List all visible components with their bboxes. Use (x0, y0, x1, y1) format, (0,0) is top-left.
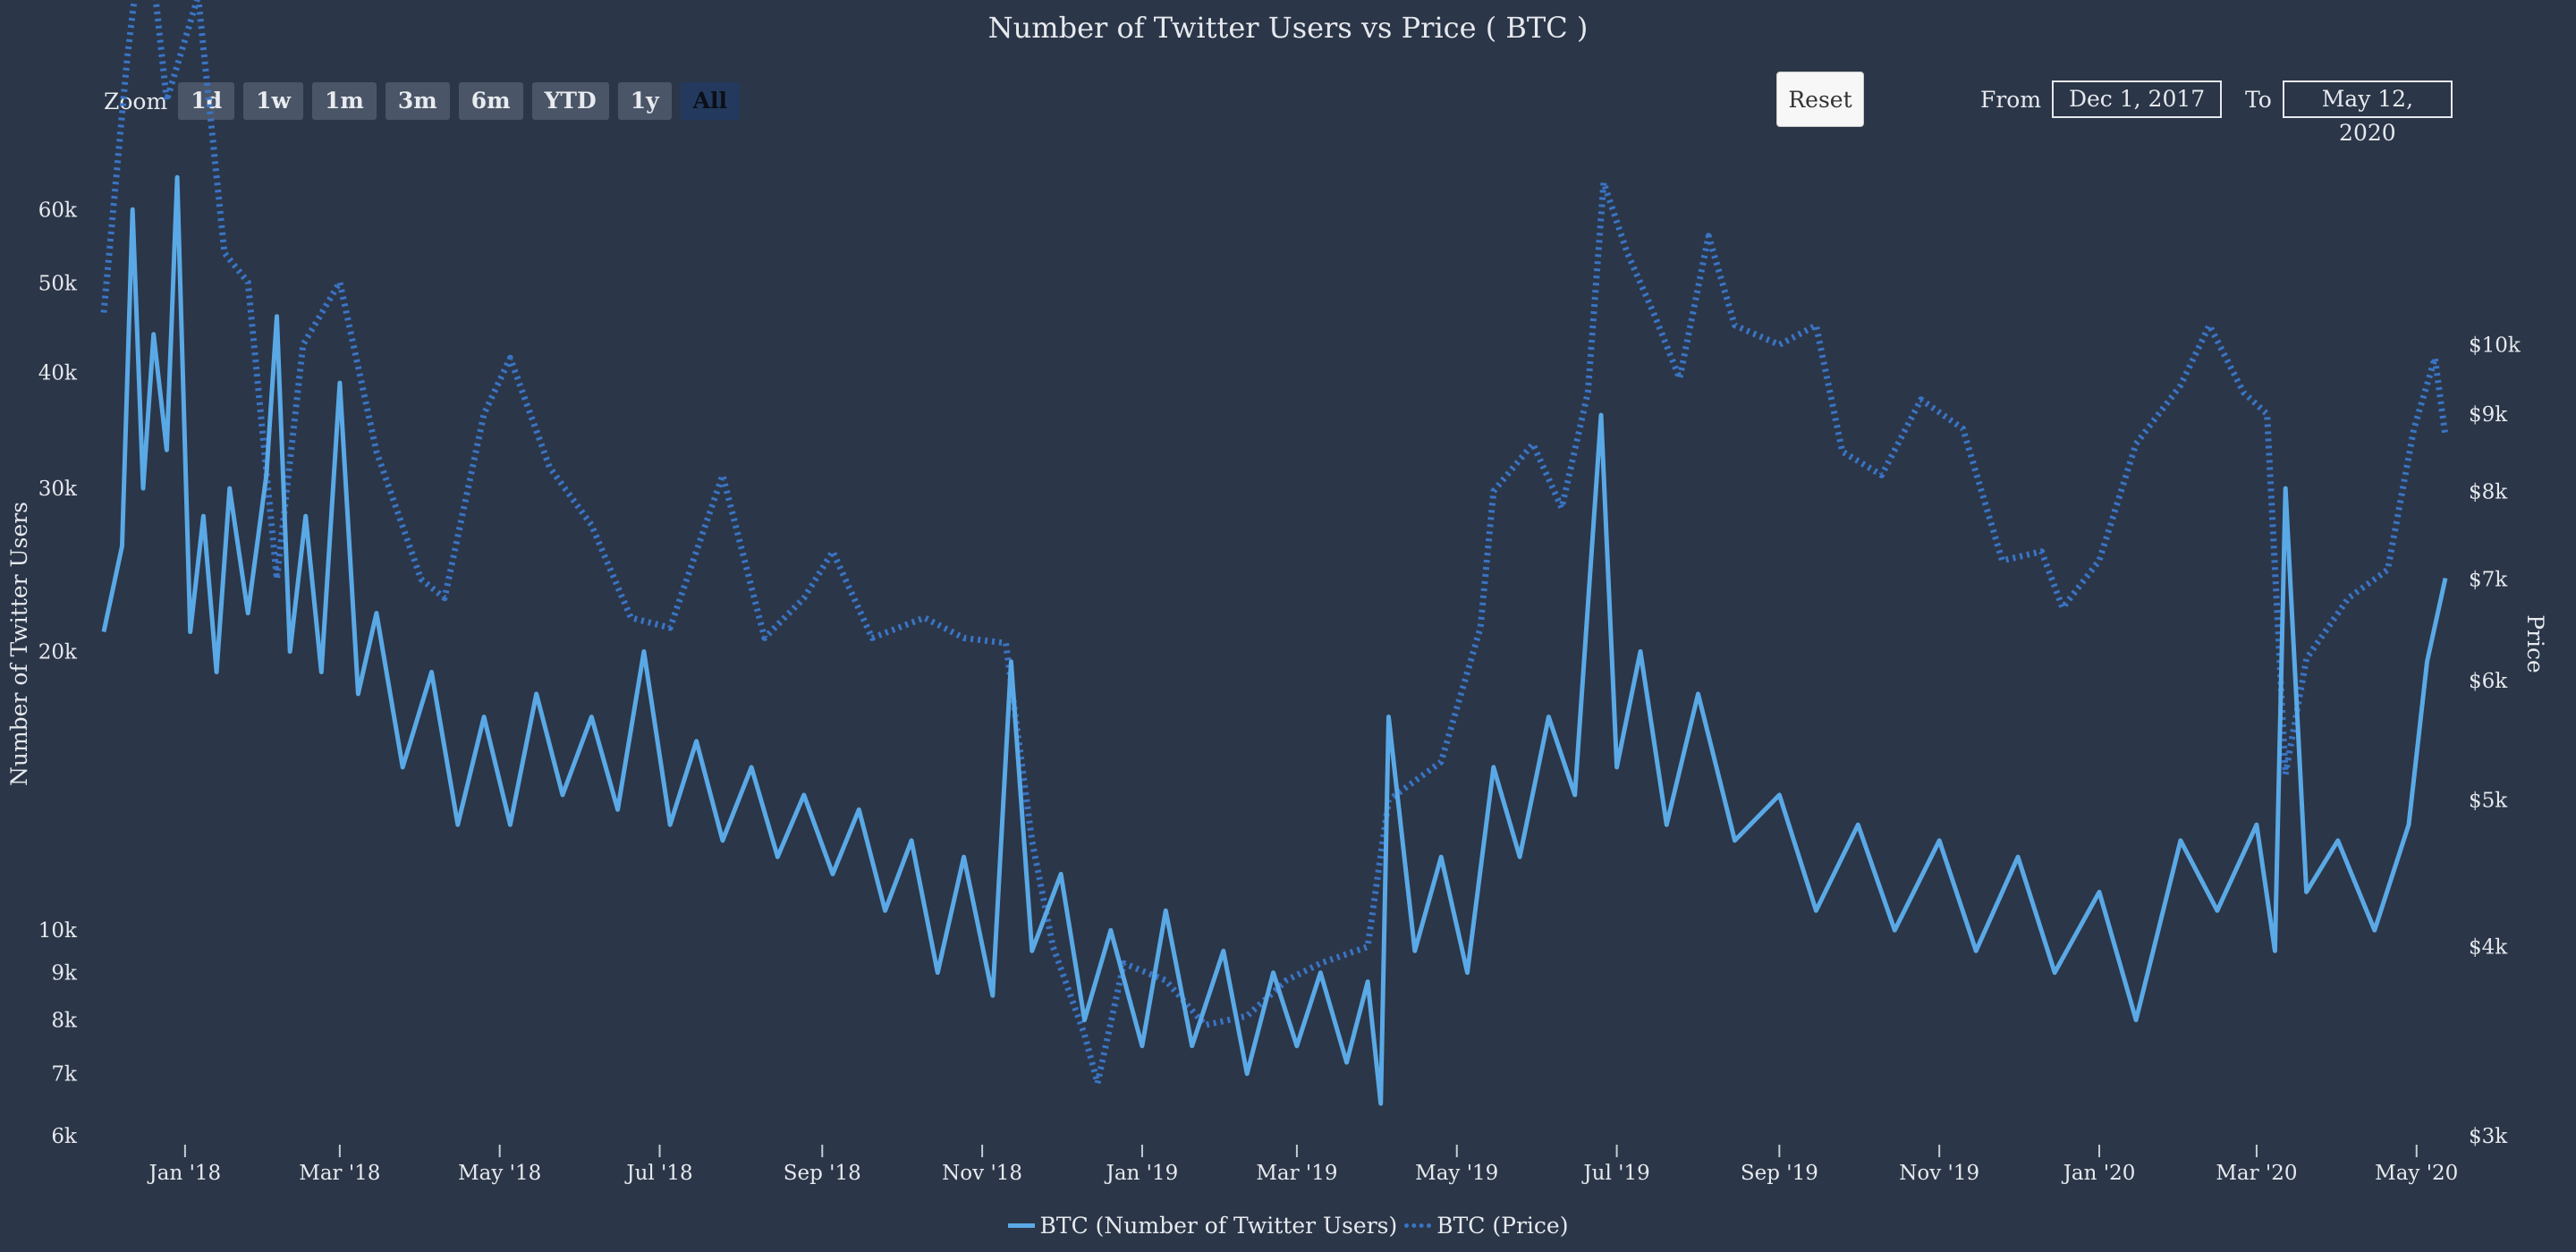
legend-label-price: BTC (Price) (1436, 1213, 1569, 1239)
zoom-bar: Zoom 1d 1w 1m 3m 6m YTD 1y All (104, 82, 741, 120)
to-date-input[interactable]: May 12, 2020 (2282, 80, 2453, 146)
x-tick-label: Nov '18 (942, 1162, 1022, 1185)
zoom-1y-button[interactable]: 1y (617, 82, 672, 120)
y-right-tick-label: $6k (2469, 670, 2508, 693)
date-range-selector: From Dec 1, 2017 To May 12, 2020 (1980, 80, 2453, 146)
x-tick-label: May '18 (458, 1162, 541, 1185)
zoom-ytd-button[interactable]: YTD (531, 82, 609, 120)
x-tick-label: Jan '18 (148, 1162, 222, 1185)
y-left-tick-label: 50k (38, 272, 78, 295)
x-tick-label: Mar '20 (2216, 1162, 2297, 1185)
reset-zoom-button[interactable]: Reset (1776, 72, 1864, 127)
y-left-tick-label: 9k (51, 962, 78, 986)
y-left-tick-label: 7k (51, 1063, 78, 1087)
y-right-axis-title: Price (2522, 614, 2548, 673)
y-right-tick-label: $8k (2469, 480, 2508, 503)
x-tick-label: Jan '19 (1105, 1162, 1179, 1185)
twitter-users-series-line[interactable] (101, 174, 2448, 1106)
y-right-tick-label: $7k (2469, 569, 2508, 592)
y-right-tick-label: $10k (2469, 334, 2521, 357)
chart-title: Number of Twitter Users vs Price ( BTC ) (987, 11, 1589, 45)
y-left-tick-label: 20k (38, 640, 78, 664)
x-tick-label: Mar '19 (1256, 1162, 1337, 1185)
y-left-tick-label: 6k (51, 1125, 78, 1148)
zoom-1m-button[interactable]: 1m (312, 82, 377, 120)
zoom-3m-button[interactable]: 3m (385, 82, 450, 120)
legend-label-users: BTC (Number of Twitter Users) (1039, 1213, 1398, 1239)
y-left-tick-label: 8k (51, 1010, 78, 1033)
x-tick-label: Jan '20 (2062, 1162, 2136, 1185)
legend-swatch-users (1007, 1223, 1035, 1228)
y-right-tick-label: $3k (2469, 1125, 2508, 1148)
price-series-line[interactable] (100, 0, 2449, 1087)
legend-swatch-price (1404, 1223, 1432, 1228)
y-left-axis-title: Number of Twitter Users (6, 502, 32, 786)
x-tick-label: Nov '19 (1899, 1162, 1979, 1185)
y-right-tick-label: $4k (2469, 936, 2508, 960)
zoom-all-button[interactable]: All (680, 82, 741, 120)
y-right-tick-label: $5k (2469, 790, 2508, 813)
x-tick-label: May '20 (2375, 1162, 2458, 1185)
x-tick-label: Jul '18 (624, 1162, 692, 1185)
legend: BTC (Number of Twitter Users) BTC (Price… (0, 1213, 2576, 1239)
x-tick-label: Sep '19 (1741, 1162, 1818, 1185)
zoom-6m-button[interactable]: 6m (458, 82, 523, 120)
y-right-tick-label: $9k (2469, 403, 2508, 427)
y-left-tick-label: 40k (38, 362, 78, 385)
to-label: To (2245, 86, 2272, 113)
x-tick-label: Mar '18 (299, 1162, 380, 1185)
y-left-tick-label: 30k (38, 478, 78, 501)
from-date-input[interactable]: Dec 1, 2017 (2052, 80, 2223, 118)
from-label: From (1980, 86, 2042, 113)
zoom-1w-button[interactable]: 1w (243, 82, 303, 120)
legend-item-price[interactable]: BTC (Price) (1404, 1213, 1568, 1239)
x-tick-label: May '19 (1415, 1162, 1498, 1185)
x-tick-label: Sep '18 (784, 1162, 861, 1185)
y-left-tick-label: 10k (38, 919, 78, 943)
y-left-tick-label: 60k (38, 199, 78, 222)
x-tick-label: Jul '19 (1581, 1162, 1649, 1185)
legend-item-users[interactable]: BTC (Number of Twitter Users) (1007, 1213, 1398, 1239)
zoom-label: Zoom (104, 88, 168, 114)
